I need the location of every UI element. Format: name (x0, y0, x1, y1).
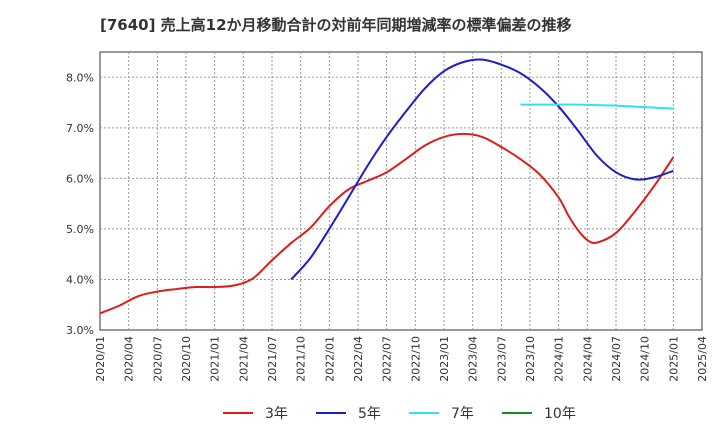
y-axis-ticks: 3.0% 4.0% 5.0% 6.0% 7.0% 8.0% (66, 71, 94, 337)
grid-lines (100, 52, 702, 330)
legend-label-7年: 7年 (451, 406, 474, 422)
y-tick-label: 8.0% (66, 71, 94, 84)
legend-label-5年: 5年 (358, 406, 381, 422)
y-tick-label: 4.0% (66, 273, 94, 286)
x-tick-label: 2020/07 (151, 336, 164, 382)
x-tick-label: 2023/10 (524, 336, 537, 382)
x-tick-label: 2022/04 (352, 336, 365, 382)
y-tick-label: 3.0% (66, 324, 94, 337)
x-tick-label: 2021/01 (209, 336, 222, 382)
x-tick-label: 2021/07 (266, 336, 279, 382)
x-tick-label: 2020/04 (123, 336, 136, 382)
x-tick-label: 2023/07 (495, 336, 508, 382)
x-tick-label: 2021/10 (295, 336, 308, 382)
series-line-7年 (520, 103, 674, 110)
x-tick-label: 2020/01 (94, 336, 107, 382)
x-tick-label: 2024/01 (553, 336, 566, 382)
legend-label-10年: 10年 (544, 406, 576, 422)
x-tick-label: 2025/01 (667, 336, 680, 382)
x-tick-label: 2022/10 (409, 336, 422, 382)
x-tick-label: 2022/07 (381, 336, 394, 382)
x-tick-label: 2024/04 (581, 336, 594, 382)
series-lines (99, 58, 675, 315)
legend: 3年 5年 7年 10年 (223, 406, 576, 422)
x-tick-label: 2021/04 (237, 336, 250, 382)
x-tick-label: 2023/04 (467, 336, 480, 382)
chart-title: [7640] 売上高12か月移動合計の対前年同期増減率の標準偏差の推移 (100, 16, 572, 34)
y-tick-label: 5.0% (66, 223, 94, 236)
series-line-5年 (290, 58, 674, 281)
series-line-3年 (99, 132, 675, 315)
x-axis-ticks: 2020/01 2020/04 2020/07 2020/10 2021/01 2021/… (94, 336, 709, 382)
y-tick-label: 7.0% (66, 122, 94, 135)
x-tick-label: 2023/01 (438, 336, 451, 382)
x-tick-label: 2022/01 (323, 336, 336, 382)
plot-area (99, 51, 703, 331)
x-tick-label: 2024/07 (610, 336, 623, 382)
x-tick-label: 2024/10 (639, 336, 652, 382)
x-tick-label: 2025/04 (696, 336, 709, 382)
legend-label-3年: 3年 (265, 406, 288, 422)
y-tick-label: 6.0% (66, 172, 94, 185)
x-tick-label: 2020/10 (180, 336, 193, 382)
